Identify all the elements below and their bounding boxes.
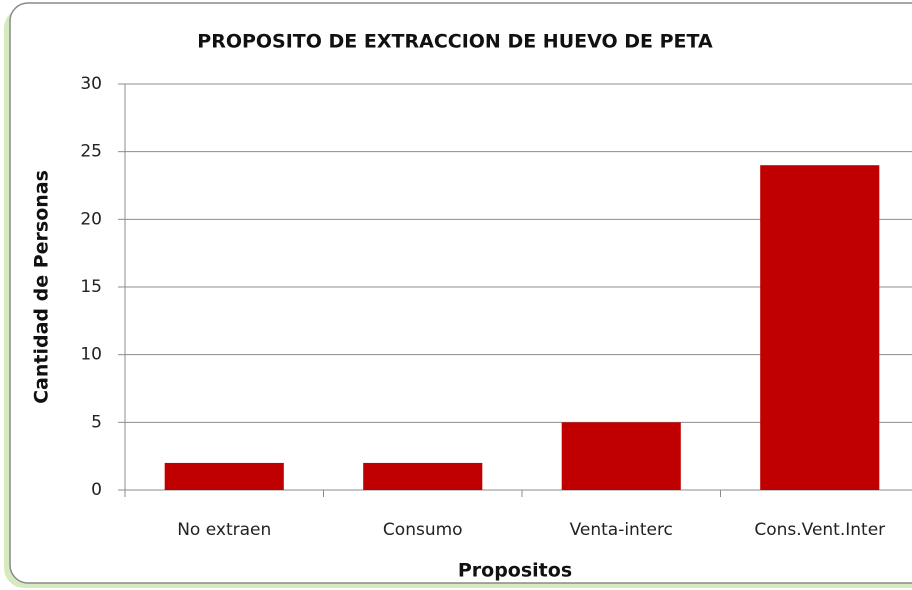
chart-frame [9, 2, 912, 584]
x-axis-title: Propositos [458, 560, 572, 582]
x-tick-label: Consumo [383, 520, 463, 540]
bar [561, 422, 681, 490]
y-tick-label: 25 [80, 142, 102, 162]
x-tick-label: No extraen [177, 520, 271, 540]
y-tick-label: 5 [91, 412, 102, 432]
y-axis-title: Cantidad de Personas [31, 170, 53, 404]
y-tick-label: 20 [80, 209, 102, 229]
y-tick-label: 0 [91, 480, 102, 500]
bar [760, 165, 880, 490]
y-tick-label: 15 [80, 277, 102, 297]
y-tick-label: 10 [80, 345, 102, 365]
x-tick-label: Venta-interc [570, 520, 673, 540]
y-tick-label: 30 [80, 74, 102, 94]
bar [164, 462, 284, 490]
bar [363, 462, 483, 490]
chart-title: PROPOSITO DE EXTRACCION DE HUEVO DE PETA [197, 31, 713, 53]
x-tick-label: Cons.Vent.Inter [754, 520, 885, 540]
